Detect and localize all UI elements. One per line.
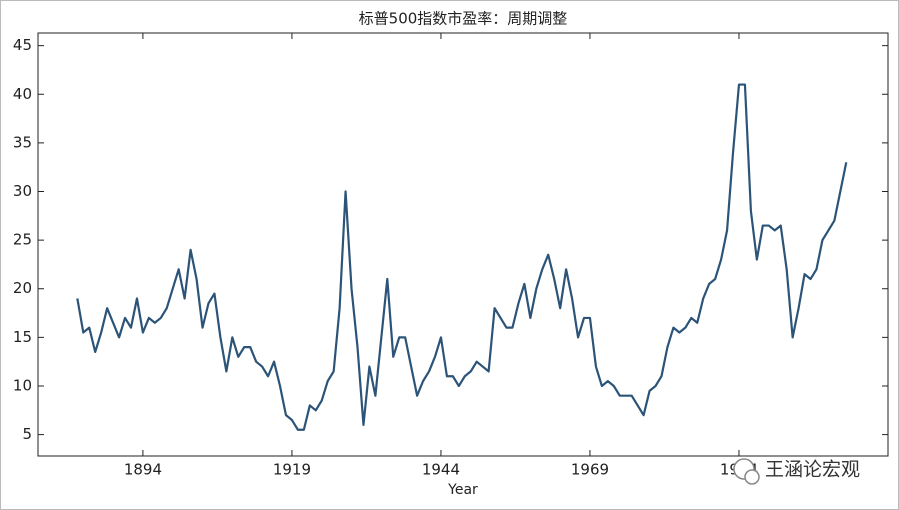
x-axis-label: Year	[447, 482, 478, 498]
chart-title: 标普500指数市盈率：周期调整	[359, 10, 568, 28]
y-tick-label: 30	[13, 182, 32, 200]
plot-area	[37, 32, 889, 457]
x-tick-label: 1894	[124, 461, 162, 479]
y-tick-label: 25	[13, 231, 32, 249]
y-tick-label: 15	[13, 328, 32, 346]
y-tick-label: 10	[13, 376, 32, 394]
x-tick-label: 1944	[422, 461, 460, 479]
y-tick-label: 35	[13, 133, 32, 151]
y-tick-label: 5	[22, 425, 32, 443]
y-tick-label: 40	[13, 85, 32, 103]
y-tick-label: 20	[13, 279, 32, 297]
x-tick-label: 1969	[571, 461, 609, 479]
data-line	[76, 83, 848, 431]
y-tick-label: 45	[13, 36, 32, 54]
watermark: 王涵论宏观	[765, 459, 860, 481]
x-tick-label: 1919	[273, 461, 311, 479]
watermark-icon	[733, 458, 760, 485]
